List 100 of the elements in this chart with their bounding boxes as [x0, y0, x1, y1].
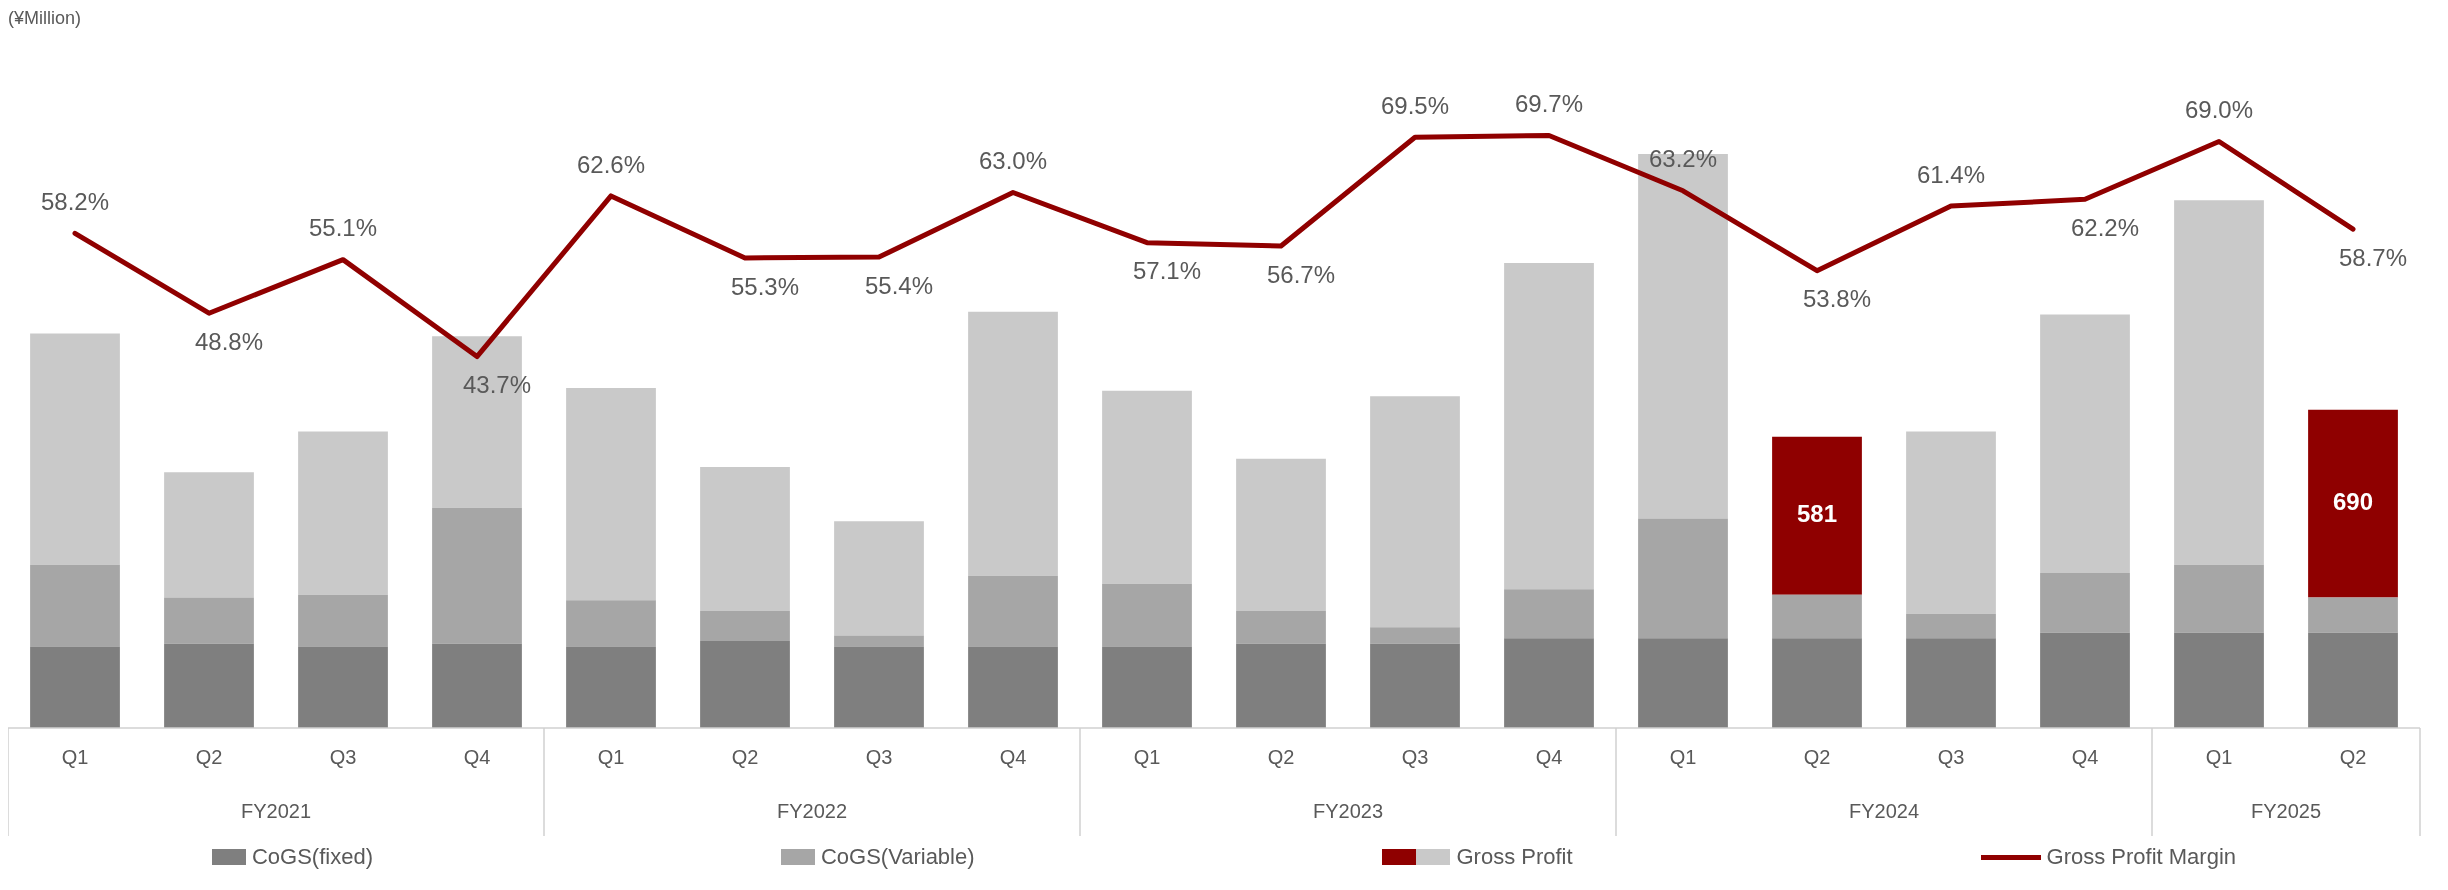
bar: [566, 600, 656, 647]
bar: [1504, 638, 1594, 728]
bar: [700, 640, 790, 728]
x-tick-label: Q4: [463, 745, 491, 768]
bar: [30, 333, 120, 565]
bar: [834, 646, 924, 728]
data-label: 69.5%: [1380, 91, 1450, 119]
data-label: 690: [2332, 488, 2374, 516]
bar: [1906, 613, 1996, 639]
x-tick-label: Q2: [731, 745, 759, 768]
data-label: 581: [1796, 500, 1838, 528]
data-label: 63.0%: [978, 147, 1048, 175]
data-label: 58.7%: [2338, 243, 2408, 271]
x-tick-label: Q2: [2339, 745, 2367, 768]
bar: [566, 646, 656, 728]
bar: [432, 643, 522, 728]
bar: [432, 507, 522, 644]
bar: [164, 472, 254, 598]
data-label: 62.6%: [576, 150, 646, 178]
data-label: 48.8%: [194, 327, 264, 355]
bar: [1236, 643, 1326, 728]
x-tick-label: Q1: [1133, 745, 1161, 768]
bar: [164, 597, 254, 644]
bar: [1370, 643, 1460, 728]
bar: [298, 594, 388, 647]
data-label: 55.1%: [308, 214, 378, 242]
bar: [298, 646, 388, 728]
bar: [2040, 632, 2130, 728]
bar: [164, 643, 254, 728]
text: FY2024: [1848, 799, 1920, 822]
x-tick-label: Q1: [597, 745, 625, 768]
x-tick-label: Q3: [329, 745, 357, 768]
x-tick-label: Q1: [61, 745, 89, 768]
legend-label: CoGS(fixed): [251, 844, 373, 870]
x-tick-label: Q3: [1401, 745, 1429, 768]
data-label: 69.7%: [1514, 90, 1584, 118]
x-tick-label: Q3: [865, 745, 893, 768]
bar: [1102, 390, 1192, 584]
x-tick-label: Q4: [1535, 745, 1563, 768]
bar: [566, 388, 656, 601]
bar: [1772, 638, 1862, 728]
data-label: 61.4%: [1916, 160, 1986, 188]
bar: [2308, 597, 2398, 633]
bar: [1236, 611, 1326, 644]
data-label: 55.4%: [864, 271, 934, 299]
bar: [2040, 314, 2130, 573]
text: (¥Million): [8, 8, 82, 29]
x-tick-label: Q1: [2205, 745, 2233, 768]
bar: [700, 611, 790, 641]
text: FY2022: [776, 799, 848, 822]
bar: [1504, 262, 1594, 590]
bar: [1638, 638, 1728, 728]
data-label: 57.1%: [1132, 257, 1202, 285]
bar: [30, 646, 120, 728]
bar: [30, 564, 120, 647]
legend-label: CoGS(Variable): [820, 844, 975, 870]
bar: [2174, 564, 2264, 633]
text: FY2025: [2250, 799, 2322, 822]
x-tick-label: Q2: [1267, 745, 1295, 768]
bar: [1102, 646, 1192, 728]
x-tick-label: Q2: [1803, 745, 1831, 768]
x-tick-label: Q4: [2071, 745, 2099, 768]
bar: [700, 466, 790, 612]
data-label: 63.2%: [1648, 145, 1718, 173]
data-label: 43.7%: [462, 371, 532, 399]
data-label: 58.2%: [40, 187, 110, 215]
bar: [1504, 589, 1594, 639]
bar: [834, 521, 924, 636]
bar: [1102, 583, 1192, 647]
bar: [968, 646, 1058, 728]
bar: [1370, 627, 1460, 644]
bar: [968, 575, 1058, 647]
text: FY2021: [240, 799, 312, 822]
data-label: 53.8%: [1802, 285, 1872, 313]
bar: [1638, 518, 1728, 639]
legend-label: Gross Profit: [1456, 844, 1573, 870]
legend-label: Gross Profit Margin: [2046, 844, 2237, 870]
bar: [1906, 431, 1996, 614]
bar: [2174, 200, 2264, 565]
bar: [2308, 632, 2398, 728]
bar: [2308, 409, 2398, 598]
bar: [1772, 436, 1862, 595]
bar: [1370, 396, 1460, 628]
bar: [1906, 638, 1996, 728]
x-tick-label: Q1: [1669, 745, 1697, 768]
x-tick-label: Q3: [1937, 745, 1965, 768]
bar: [1236, 458, 1326, 612]
data-label: 62.2%: [2070, 213, 2140, 241]
data-label: 69.0%: [2184, 96, 2254, 124]
bar: [968, 311, 1058, 576]
bar: [2174, 632, 2264, 728]
bar: [298, 431, 388, 595]
x-tick-label: Q2: [195, 745, 223, 768]
bar: [2040, 572, 2130, 633]
data-label: 56.7%: [1266, 260, 1336, 288]
text: FY2023: [1312, 799, 1384, 822]
bar: [834, 635, 924, 647]
data-label: 55.3%: [730, 272, 800, 300]
x-tick-label: Q4: [999, 745, 1027, 768]
bar: [1772, 594, 1862, 639]
